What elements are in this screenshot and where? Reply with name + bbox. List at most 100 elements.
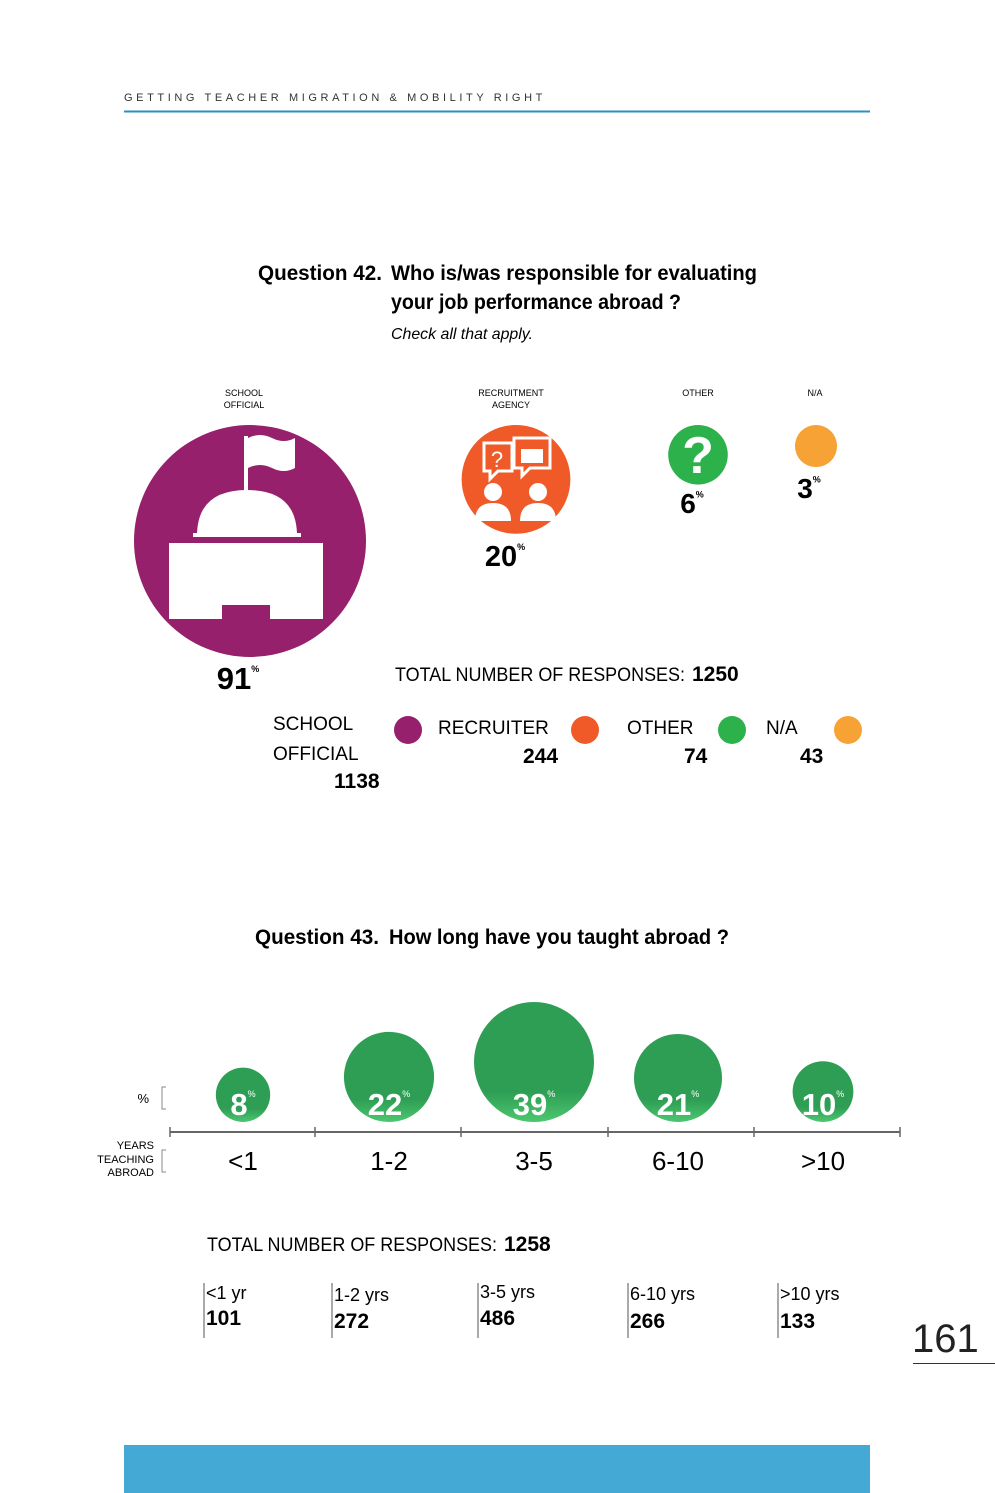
- x-tick-label: 6-10: [652, 1146, 704, 1176]
- page-number: 161: [912, 1317, 979, 1361]
- q43-total-label: TOTAL NUMBER OF RESPONSES:: [207, 1235, 497, 1256]
- question-mark-icon: ?: [682, 427, 714, 485]
- q42-bubble-chart: SCHOOL OFFICIAL 91% RECRUITMENT AGENCY? 20% OT…: [134, 388, 838, 696]
- bubble-2: [668, 425, 728, 485]
- bubble-value-number: 3: [797, 473, 813, 504]
- bubble-value-number: 22: [368, 1087, 402, 1122]
- bubble-value: 6%: [680, 488, 704, 519]
- q42-note: Check all that apply.: [391, 326, 533, 343]
- q43-count-table: <1 yr 101 1-2 yrs 272 3-5 yrs 486 6-10 yrs 266 >…: [203, 1282, 840, 1338]
- bubble-category-label: SCHOOL: [225, 388, 263, 398]
- bubble-value-unit: %: [517, 542, 525, 552]
- q43-title: How long have you taught abroad ?: [389, 926, 729, 949]
- legend-label: RECRUITER: [438, 718, 549, 739]
- bubble-value-unit: %: [836, 1089, 844, 1099]
- bubble-value-number: 91: [217, 661, 251, 696]
- bubble-value-unit: %: [251, 664, 259, 674]
- table-count: 133: [780, 1310, 815, 1333]
- q42-title-line2: your job performance abroad ?: [391, 291, 681, 314]
- table-label: <1 yr: [206, 1283, 247, 1303]
- person-head: [529, 483, 547, 501]
- legend-label: OFFICIAL: [273, 744, 359, 765]
- people-icon: [475, 483, 556, 521]
- bubble-<1: [215, 1067, 271, 1122]
- running-header: GETTING TEACHER MIGRATION & MOBILITY RIG…: [124, 92, 546, 104]
- bubble-value: 20%: [485, 541, 525, 573]
- table-label: 3-5 yrs: [480, 1282, 535, 1302]
- q42-total-label: TOTAL NUMBER OF RESPONSES:: [395, 665, 685, 686]
- pct-bracket: [161, 1086, 166, 1110]
- legend-label: SCHOOL: [273, 714, 353, 735]
- q43-number: Question 43.: [255, 926, 379, 949]
- bubble-value-unit: %: [813, 475, 821, 485]
- x-axis-label-line2: TEACHING: [97, 1154, 154, 1166]
- bubble-value: 21%: [657, 1087, 700, 1122]
- legend-swatch: [394, 716, 422, 744]
- q43-bubble-chart: 8% <1 22% 1-2 39% 3-5 21% 6-10 10% >10: [169, 1002, 901, 1176]
- bubble-value: 39%: [513, 1087, 556, 1122]
- q42-number: Question 42.: [258, 262, 382, 285]
- dome: [197, 490, 297, 536]
- x-tick-label: 3-5: [515, 1146, 553, 1176]
- bubble-3-5: [474, 1002, 594, 1122]
- x-tick-label: <1: [228, 1146, 258, 1176]
- bubble-category-label: RECRUITMENT: [478, 388, 544, 398]
- bubble-6-10: [633, 1033, 723, 1122]
- table-label: 6-10 yrs: [630, 1284, 695, 1304]
- bubble-value-number: 6: [680, 488, 696, 519]
- person-body: [475, 503, 511, 521]
- bubble-value-number: 20: [485, 541, 517, 573]
- table-count: 272: [334, 1310, 369, 1333]
- table-label: >10 yrs: [780, 1284, 840, 1304]
- briefcase: [521, 449, 543, 463]
- legend-count: 74: [684, 745, 708, 768]
- dome-base: [193, 533, 301, 537]
- legend-count: 43: [800, 745, 823, 768]
- footer-bar: [124, 1445, 870, 1493]
- flag: [248, 435, 295, 471]
- legend-count: 244: [523, 745, 558, 768]
- legend-swatch: [571, 716, 599, 744]
- bubble-value: 3%: [797, 473, 821, 504]
- bubble-value-unit: %: [691, 1089, 699, 1099]
- bubble-value: 91%: [217, 661, 260, 696]
- q42-legend: SCHOOL OFFICIAL 1138 RECRUITER 244 OTHER 74 N/A…: [273, 714, 862, 793]
- question-glyph: ?: [491, 447, 503, 472]
- legend-swatch: [834, 716, 862, 744]
- legend-swatch: [718, 716, 746, 744]
- bubble-value-number: 10: [802, 1087, 836, 1122]
- bubble-category-label: AGENCY: [492, 400, 530, 410]
- bubble-value-unit: %: [402, 1089, 410, 1099]
- bubble-category-label: OTHER: [682, 388, 714, 398]
- bubble-1-2: [343, 1031, 435, 1122]
- q43-total-value: 1258: [504, 1233, 551, 1256]
- bubble-value-number: 39: [513, 1087, 547, 1122]
- legend-label: OTHER: [627, 718, 694, 739]
- bubble-category-label: N/A: [807, 388, 822, 398]
- school-building-icon: [169, 435, 323, 619]
- bubble-category-label: OFFICIAL: [224, 400, 265, 410]
- building: [169, 543, 323, 619]
- pct-axis-label: %: [137, 1091, 149, 1106]
- speech-bubble-left: [482, 441, 514, 483]
- legend-label: N/A: [766, 718, 798, 739]
- x-tick-label: >10: [801, 1146, 845, 1176]
- q42-total-value: 1250: [692, 663, 739, 686]
- bubble-value: 10%: [802, 1087, 845, 1122]
- bubble-value-number: 21: [657, 1087, 691, 1122]
- table-count: 486: [480, 1307, 515, 1330]
- bubble->10: [792, 1061, 854, 1122]
- bubble-value: 22%: [368, 1087, 411, 1122]
- years-bracket: [161, 1149, 166, 1173]
- bubble-value-number: 8: [230, 1087, 247, 1122]
- bubble-value-unit: %: [547, 1089, 555, 1099]
- legend-count: 1138: [334, 770, 380, 793]
- x-tick-label: 1-2: [370, 1146, 408, 1176]
- person-body: [520, 503, 556, 521]
- x-axis-label-line1: YEARS: [117, 1140, 154, 1152]
- bubble-value-unit: %: [248, 1089, 256, 1099]
- bubble-value: 8%: [230, 1087, 255, 1122]
- table-count: 101: [206, 1307, 241, 1330]
- speech-bubble-right: [512, 436, 552, 480]
